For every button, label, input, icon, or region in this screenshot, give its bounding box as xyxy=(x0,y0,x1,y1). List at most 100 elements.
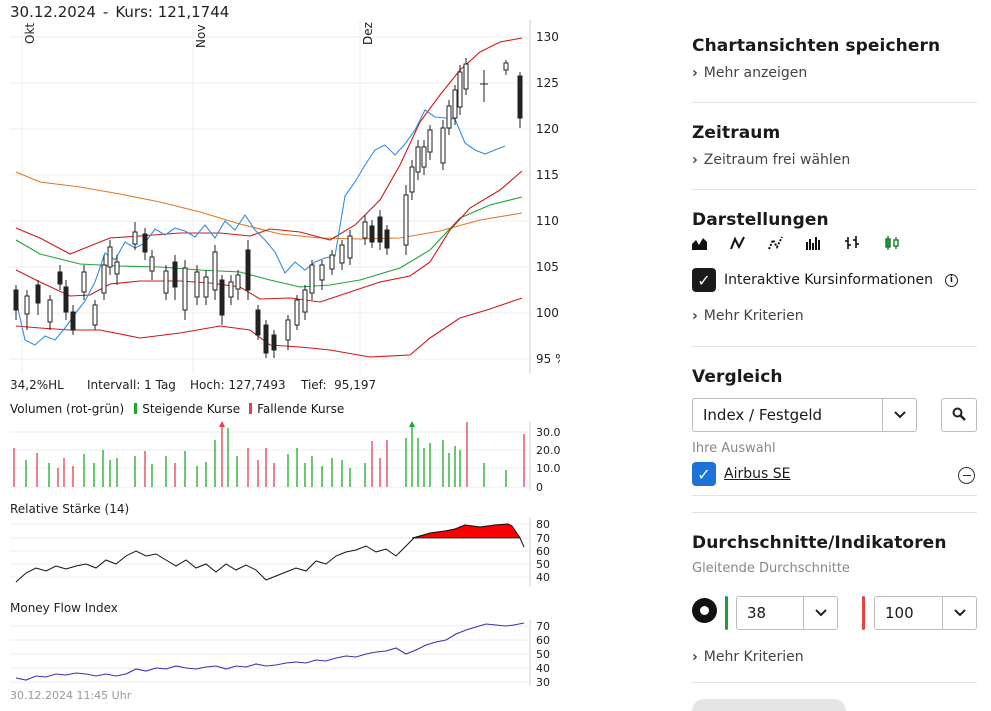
volume-peak-marker-red xyxy=(219,421,225,427)
volume-legend: Volumen (rot-grün) Steigende Kurse Fallend… xyxy=(10,402,344,416)
mfi-tick-30: 30 xyxy=(536,676,550,688)
display-more-link[interactable]: › Mehr Kriterien xyxy=(692,307,977,325)
rsi-line xyxy=(15,523,525,583)
chevron-right-icon: › xyxy=(692,648,698,666)
info-icon[interactable]: i xyxy=(944,273,958,287)
boll-middle-line xyxy=(15,170,523,303)
interactive-info-label: Interaktive Kursinformationen xyxy=(724,272,933,288)
month-label-nov: Nov xyxy=(194,25,208,48)
mountain-chart-icon[interactable] xyxy=(692,236,707,250)
period-section: Zeitraum › Zeitraum frei wählen xyxy=(692,123,977,169)
indicators-more-link[interactable]: › Mehr Kriterien xyxy=(692,648,804,666)
chevron-right-icon: › xyxy=(692,307,698,325)
ohlc-chart-icon[interactable] xyxy=(845,236,861,250)
apply-button[interactable] xyxy=(692,699,846,711)
y-tick-115: 115 % xyxy=(536,168,560,182)
save-views-title: Chartansichten speichern xyxy=(692,36,941,56)
rsi-tick-70: 70 xyxy=(536,532,550,545)
rsi-tick-60: 60 xyxy=(536,545,550,558)
selected-item-checkbox[interactable]: ✓ xyxy=(692,462,716,486)
rsi-tick-80: 80 xyxy=(536,518,550,531)
more-views-label: Mehr anzeigen xyxy=(703,65,808,81)
y-tick-120: 120 % xyxy=(536,122,560,136)
selection-label: Ihre Auswahl xyxy=(692,441,776,456)
chart-header: 30.12.2024- Kurs: 121,1744 xyxy=(10,3,229,21)
y-tick-95: 95 % xyxy=(536,352,560,366)
divider xyxy=(692,512,977,513)
selected-item-row[interactable]: ✓ Airbus SE xyxy=(692,462,790,486)
y-tick-100: 100 % xyxy=(536,306,560,320)
candlestick-chart-icon[interactable] xyxy=(884,236,900,250)
mfi-tick-70: 70 xyxy=(536,620,550,633)
remove-comparison-icon[interactable] xyxy=(958,467,975,484)
mfi-tick-60: 60 xyxy=(536,634,550,647)
display-section: Darstellungen ✓ Interaktive Kursinf xyxy=(692,210,977,325)
compare-select-value: Index / Festgeld xyxy=(703,406,823,424)
vol-tick-10000: 10.000 xyxy=(536,462,560,475)
ma2-select[interactable]: 100 xyxy=(874,596,977,630)
compare-select[interactable]: Index / Festgeld xyxy=(692,398,917,432)
indicators-more-label: Mehr Kriterien xyxy=(703,649,804,665)
y-tick-105: 105 % xyxy=(536,260,560,274)
compare-search-button[interactable] xyxy=(941,398,977,432)
rsi-overbought-area xyxy=(411,523,521,539)
mfi-tick-50: 50 xyxy=(536,648,550,661)
moving-average-radio[interactable] xyxy=(692,598,717,623)
price-chart[interactable]: Okt Nov Dez 130 % 125 % 120 % 115 % 110 … xyxy=(0,0,560,380)
display-more-label: Mehr Kriterien xyxy=(703,308,804,324)
boll-upper-line xyxy=(15,37,523,255)
stat-interval: Intervall: 1 Tag xyxy=(87,378,176,392)
chart-area: 30.12.2024- Kurs: 121,1744 xyxy=(0,0,560,702)
divider xyxy=(692,682,977,683)
rising-label: Steigende Kurse xyxy=(142,402,241,416)
mfi-chart[interactable]: 70 60 50 40 30 xyxy=(0,616,560,688)
ma1-select[interactable]: 38 xyxy=(736,596,838,630)
chart-type-icons xyxy=(692,236,977,250)
custom-period-link[interactable]: › Zeitraum frei wählen xyxy=(692,151,977,169)
y-tick-110: 110 % xyxy=(536,214,560,228)
rsi-chart[interactable]: 80 70 60 50 40 xyxy=(0,516,560,588)
save-views-section: Chartansichten speichern › Mehr anzeigen xyxy=(692,36,977,82)
indicators-title: Durchschnitte/Indikatoren xyxy=(692,533,947,553)
stat-high: Hoch: 127,7493 xyxy=(190,378,286,392)
rsi-tick-50: 50 xyxy=(536,558,550,571)
dotted-line-chart-icon[interactable] xyxy=(768,236,783,250)
divider xyxy=(692,495,977,496)
display-title: Darstellungen xyxy=(692,210,829,230)
interactive-info-checkbox[interactable]: ✓ xyxy=(692,268,716,292)
candlesticks xyxy=(13,58,523,358)
mfi-line xyxy=(15,622,525,681)
falling-label: Fallende Kurse xyxy=(257,402,345,416)
ma1-value: 38 xyxy=(747,604,767,622)
volume-chart[interactable]: 30.000 20.000 10.000 0 xyxy=(0,418,560,494)
month-label-dez: Dez xyxy=(361,22,375,45)
line-chart-icon[interactable] xyxy=(730,236,745,250)
vol-tick-0: 0 xyxy=(536,481,543,494)
chevron-down-icon xyxy=(882,399,916,431)
vol-tick-20000: 20.000 xyxy=(536,444,560,457)
y-tick-125: 125 % xyxy=(536,76,560,90)
falling-swatch xyxy=(249,403,253,414)
search-icon xyxy=(952,406,966,425)
custom-period-label: Zeitraum frei wählen xyxy=(703,152,851,168)
compare-title: Vergleich xyxy=(692,367,783,387)
divider xyxy=(692,102,977,103)
moving-averages-label: Gleitende Durchschnitte xyxy=(692,561,850,576)
stat-range: 34,2%HL xyxy=(10,378,64,392)
interactive-info-row[interactable]: ✓ Interaktive Kursinformationen i xyxy=(692,268,977,292)
volume-title: Volumen (rot-grün) xyxy=(10,402,125,416)
selected-item-label[interactable]: Airbus SE xyxy=(724,466,791,482)
ma1-color-bar xyxy=(725,596,728,630)
mfi-tick-40: 40 xyxy=(536,662,550,675)
bar-chart-icon[interactable] xyxy=(806,236,822,250)
volume-bars xyxy=(13,422,525,487)
chart-settings-panel: Chartansichten speichern › Mehr anzeigen… xyxy=(692,0,977,711)
month-label-okt: Okt xyxy=(23,23,37,44)
more-views-link[interactable]: › Mehr anzeigen xyxy=(692,64,977,82)
price-grid xyxy=(10,20,530,374)
comparison-line xyxy=(15,109,506,346)
ma38-line xyxy=(15,196,523,288)
rsi-tick-40: 40 xyxy=(536,571,550,584)
chevron-right-icon: › xyxy=(692,151,698,169)
ma2-value: 100 xyxy=(885,604,914,622)
